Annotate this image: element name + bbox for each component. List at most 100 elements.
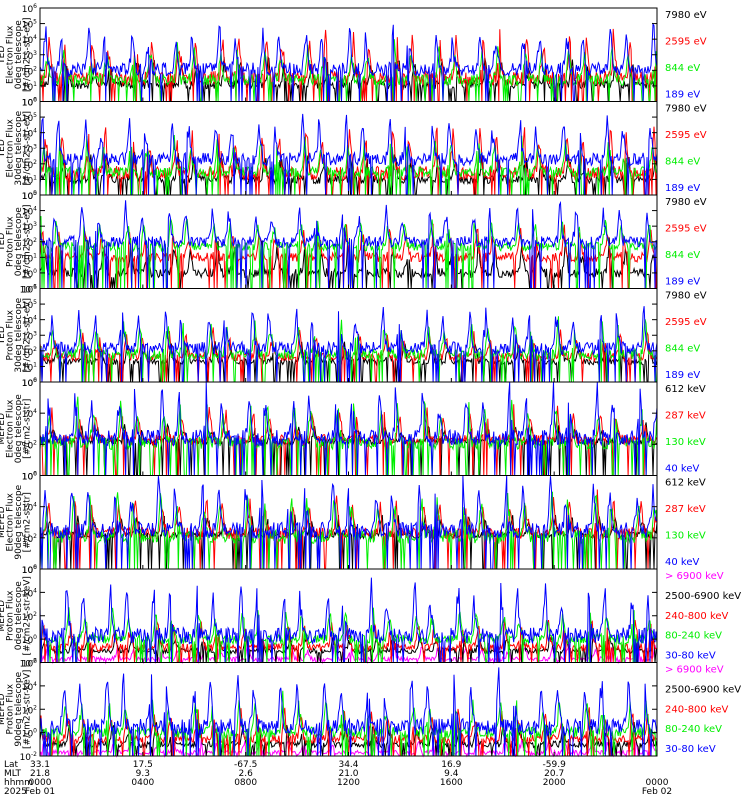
y-tick-label: 102	[22, 611, 37, 623]
x-tick-label: 17.5	[133, 760, 153, 770]
series-line	[39, 381, 658, 476]
legend-entry: 844 eV	[665, 157, 700, 168]
x-tick-label: 0000	[29, 778, 52, 788]
y-tick-label: 104	[22, 34, 37, 46]
x-tick-label: 21.8	[30, 769, 50, 779]
legend-entry: 189 eV	[665, 90, 700, 101]
legend-entry: 189 eV	[665, 183, 700, 194]
y-tick-label: 100	[22, 268, 37, 280]
y-tick-label: 102	[22, 159, 37, 171]
legend-entry: 612 keV	[665, 384, 706, 395]
y-tick-label: 103	[22, 143, 37, 155]
y-tick-label: 106	[22, 658, 37, 670]
legend-entry: 7980 eV	[665, 291, 707, 302]
series-line	[39, 223, 658, 289]
y-axis-label: MEPEDElectron Flux90deg telescope[#/cm2-…	[0, 484, 33, 559]
panel-frame	[39, 288, 658, 383]
legend-entry: 189 eV	[665, 277, 700, 288]
y-tick-label: 106	[22, 284, 37, 296]
y-tick-label: 102	[22, 346, 37, 358]
x-tick-label: 33.1	[30, 760, 50, 770]
y-tick-label: 105	[22, 19, 37, 31]
y-tick-label: 100	[22, 728, 37, 740]
y-tick-label: 102	[22, 237, 37, 249]
y-tick-label: 102	[22, 533, 37, 545]
legend-entry: 7980 eV	[665, 104, 707, 115]
x-tick-label: -67.5	[234, 760, 257, 770]
y-axis-label: MEPEDProton Flux90deg telescope[#/cm2-s-…	[0, 670, 33, 749]
y-tick-label: 104	[22, 587, 37, 599]
y-tick-label: 101	[22, 174, 37, 186]
x-tick-label: 9.4	[444, 769, 459, 779]
x-tick-label: 21.0	[338, 769, 358, 779]
y-tick-label: 106	[22, 3, 37, 15]
y-tick-label: 101	[22, 361, 37, 373]
x-tick-label: 34.4	[338, 760, 358, 770]
legend-entry: 240-800 keV	[665, 704, 729, 715]
series-line	[39, 475, 658, 570]
legend-entry: 2500-6900 keV	[665, 684, 741, 695]
y-tick-label: 100	[22, 190, 37, 202]
x-row-label: MLT	[4, 769, 22, 779]
legend-entry: 30-80 keV	[665, 651, 716, 662]
legend-entry: 844 eV	[665, 344, 700, 355]
y-tick-label: 100	[22, 471, 37, 483]
x-tick-label: 0000	[646, 778, 669, 788]
series-line	[39, 577, 658, 663]
x-tick-label: 16.9	[441, 760, 461, 770]
y-tick-label: 103	[22, 221, 37, 233]
y-tick-label: 106	[22, 377, 37, 389]
series-line	[39, 667, 658, 757]
legend-entry: 40 keV	[665, 557, 699, 568]
legend-entry: 2500-6900 keV	[665, 591, 741, 602]
y-tick-label: 100	[22, 97, 37, 109]
legend-entry: 7980 eV	[665, 197, 707, 208]
x-tick-label: Feb 01	[25, 787, 55, 797]
y-tick-label: 101	[22, 252, 37, 264]
y-axis-label: MEPEDProton Flux0deg telescope[#/cm2-s-s…	[0, 576, 33, 655]
legend-entry: 7980 eV	[665, 10, 707, 21]
legend-entry: 2595 eV	[665, 130, 707, 141]
y-axis-label: TEDProton Flux0deg telescope[#/cm2-s-str…	[0, 204, 33, 279]
y-tick-label: 104	[22, 502, 37, 514]
y-tick-label: 102	[22, 704, 37, 716]
legend-entry: 30-80 keV	[665, 744, 716, 755]
y-tick-label: 100	[22, 634, 37, 646]
y-tick-label: 101	[22, 81, 37, 93]
x-tick-label: 20.7	[544, 769, 564, 779]
y-tick-label: 104	[22, 315, 37, 327]
y-tick-label: 102	[22, 439, 37, 451]
legend-entry: 287 keV	[665, 411, 706, 422]
y-tick-label: 105	[22, 112, 37, 124]
legend-entry: 80-240 keV	[665, 724, 722, 735]
y-tick-label: 105	[22, 190, 37, 202]
legend-entry: 80-240 keV	[665, 631, 722, 642]
series-line	[39, 306, 658, 383]
panel-5: 100 102 104 106 MEPEDElectron Flux0deg teles…	[0, 377, 706, 483]
x-tick-label: 9.3	[136, 769, 150, 779]
legend-entry: 2595 eV	[665, 224, 707, 235]
y-tick-label: 10-1	[20, 284, 38, 296]
y-tick-label: 103	[22, 50, 37, 62]
series-line	[39, 22, 658, 102]
legend-entry: 130 keV	[665, 437, 706, 448]
legend-entry: 844 eV	[665, 250, 700, 261]
legend-entry: > 6900 keV	[665, 571, 724, 582]
legend-entry: 189 eV	[665, 370, 700, 381]
y-tick-label: 100	[22, 564, 37, 576]
x-row-label: Lat	[4, 760, 19, 770]
y-tick-label: 104	[22, 128, 37, 140]
x-tick-label: 1200	[337, 778, 360, 788]
y-axis-label: TEDElectron Flux0deg telescope[#/cm2-s-s…	[0, 17, 33, 92]
y-tick-label: 105	[22, 299, 37, 311]
x-row-label: hhmm	[4, 778, 33, 788]
y-axis-label: TEDProton Flux30deg telescope[#/cm2-s-st…	[0, 297, 33, 372]
x-tick-label: 2000	[543, 778, 566, 788]
legend-entry: 130 keV	[665, 531, 706, 542]
